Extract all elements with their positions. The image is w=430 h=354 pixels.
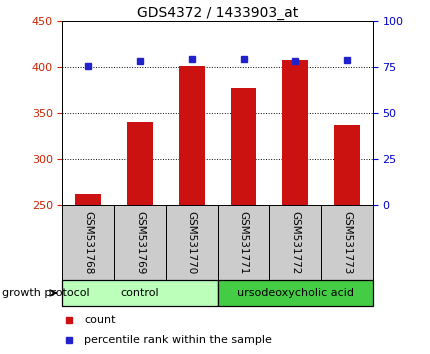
Bar — [62, 280, 217, 306]
Text: GSM531769: GSM531769 — [135, 211, 145, 274]
Text: growth protocol: growth protocol — [2, 288, 89, 298]
Text: control: control — [120, 288, 159, 298]
Title: GDS4372 / 1433903_at: GDS4372 / 1433903_at — [137, 6, 298, 20]
Bar — [320, 205, 372, 280]
Bar — [127, 122, 153, 205]
Text: ursodeoxycholic acid: ursodeoxycholic acid — [236, 288, 353, 298]
Bar — [269, 205, 320, 280]
Text: GSM531768: GSM531768 — [83, 211, 93, 274]
Bar — [75, 194, 101, 205]
Bar — [217, 280, 372, 306]
Text: count: count — [84, 315, 115, 325]
Bar — [282, 60, 307, 205]
Bar — [333, 125, 359, 205]
Bar — [217, 205, 269, 280]
Bar — [230, 87, 256, 205]
Text: GSM531770: GSM531770 — [186, 211, 197, 274]
Text: GSM531773: GSM531773 — [341, 211, 351, 274]
Bar — [166, 205, 217, 280]
Text: GSM531771: GSM531771 — [238, 211, 248, 274]
Bar — [178, 66, 204, 205]
Text: GSM531772: GSM531772 — [289, 211, 300, 274]
Text: percentile rank within the sample: percentile rank within the sample — [84, 335, 271, 345]
Bar — [62, 205, 114, 280]
Bar — [114, 205, 166, 280]
